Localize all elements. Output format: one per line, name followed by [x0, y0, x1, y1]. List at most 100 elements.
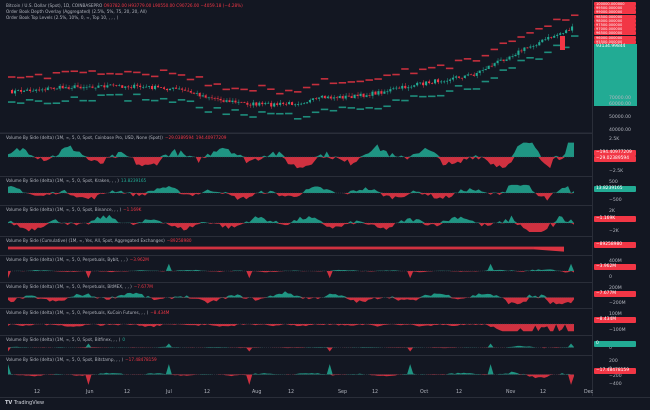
- pane-separator[interactable]: [0, 205, 592, 206]
- candle-body: [422, 82, 425, 86]
- candle-body: [317, 97, 320, 99]
- pane-ytick: 0: [609, 275, 612, 280]
- candle-body: [347, 95, 350, 97]
- depth-ask: [508, 40, 516, 43]
- depth-bid: [347, 107, 356, 109]
- pane-separator[interactable]: [0, 308, 592, 309]
- candle-body: [377, 91, 380, 95]
- depth-bid: [177, 99, 186, 101]
- candle-body: [442, 81, 446, 83]
- candle-body: [505, 59, 508, 61]
- candle-body: [460, 77, 463, 79]
- depth-ask: [472, 60, 481, 62]
- time-tick: Oct: [420, 390, 429, 395]
- depth-ask: [329, 82, 338, 85]
- pane-separator[interactable]: [0, 282, 592, 283]
- depth-ask: [97, 73, 105, 75]
- candle-body: [433, 79, 437, 84]
- depth-bid: [150, 99, 159, 102]
- pane-title: Volume By Side (delta) (1M, ∞, 5, 0, Spo…: [6, 207, 122, 212]
- symbol-title[interactable]: Bitcoin / U.S. Dollar (Spot), 1D, COINBA…: [6, 3, 103, 8]
- pane-legend-4[interactable]: Volume By Side (Cumulative) (1M, ∞, Yes,…: [6, 238, 192, 243]
- candle-body: [311, 98, 314, 100]
- pane-title: Volume By Side (delta) (1M, ∞, 5, 0, Per…: [6, 310, 149, 315]
- candle-body: [556, 34, 559, 36]
- pane-legend-7[interactable]: Volume By Side (delta) (1M, ∞, 5, 0, Per…: [6, 310, 169, 315]
- candle-body: [493, 63, 496, 66]
- pane-separator[interactable]: [0, 355, 592, 356]
- candle-body: [180, 88, 183, 90]
- pane-legend-1[interactable]: Volume By Side (delta) (1M, ∞, 5, 0, Spo…: [6, 135, 226, 140]
- pane-separator[interactable]: [0, 176, 592, 177]
- depth-bid: [401, 99, 409, 102]
- depth-bid: [8, 101, 16, 103]
- depth-bid: [195, 106, 204, 109]
- candle-body: [186, 90, 189, 92]
- depth-ask: [436, 64, 445, 67]
- pane-legend-5[interactable]: Volume By Side (delta) (1M, ∞, 5, 0, Per…: [6, 257, 149, 262]
- pane-separator[interactable]: [0, 255, 592, 256]
- candle-body: [523, 47, 526, 51]
- candle-body: [511, 56, 514, 57]
- depth-ask: [16, 76, 25, 79]
- depth-ask: [428, 66, 436, 69]
- candle-body: [544, 39, 547, 41]
- depth-ask: [195, 76, 204, 78]
- depth-bid: [302, 115, 311, 118]
- candle-body: [407, 87, 410, 89]
- time-tick: 12: [34, 390, 41, 395]
- depth-ask: [285, 89, 293, 92]
- candle-body: [64, 87, 67, 89]
- candle-body: [547, 37, 550, 40]
- pane-value: −8.434M: [150, 310, 170, 315]
- pane-ytick: 100M: [609, 312, 622, 317]
- depth-ask: [70, 70, 79, 73]
- candle-body: [568, 30, 571, 31]
- candle-body: [383, 91, 386, 94]
- candle-body: [261, 102, 264, 105]
- depth-bid: [168, 101, 177, 103]
- pane-title: Volume By Side (delta) (1M, ∞, 5, 0, Spo…: [6, 135, 163, 140]
- candle-body: [517, 50, 520, 55]
- last-candle: [560, 36, 565, 50]
- candle-body: [291, 102, 294, 105]
- pane-value: −29.0389594: [164, 135, 194, 140]
- cum-tail: [534, 246, 564, 252]
- candle-body: [401, 85, 404, 89]
- candle-body: [404, 85, 407, 89]
- depth-ask: [142, 73, 150, 76]
- pane-value-tag: −7.677M: [594, 291, 636, 297]
- depth-bid: [231, 109, 239, 111]
- candle-body: [73, 85, 76, 89]
- candle-body: [472, 74, 475, 76]
- pane-legend-9[interactable]: Volume By Side (delta) (1M, ∞, 5, 0, Spo…: [6, 357, 157, 362]
- overlay-depth-label[interactable]: Order Book Depth Overlay (Aggregated) (2…: [6, 9, 147, 14]
- candle-body: [550, 37, 553, 38]
- pane-legend-2[interactable]: Volume By Side (delta) (1M, ∞, 5, 0, Spo…: [6, 178, 146, 183]
- time-tick: 12: [372, 390, 379, 395]
- candle-body: [332, 97, 335, 99]
- pane-legend-6[interactable]: Volume By Side (delta) (1M, ∞, 5, 0, Per…: [6, 284, 153, 289]
- candle-body: [508, 56, 511, 60]
- depth-bid: [61, 100, 70, 102]
- delta-positive: [8, 214, 574, 223]
- depth-bid: [562, 46, 570, 49]
- pane-legend-8[interactable]: Volume By Side (delta) (1M, ∞, 5, 0, Spo…: [6, 337, 125, 342]
- candle-body: [293, 104, 297, 106]
- tradingview-logo[interactable]: TV TradingView: [5, 400, 44, 406]
- pane-separator[interactable]: [0, 236, 592, 237]
- pane-separator[interactable]: [0, 133, 592, 134]
- depth-ask: [454, 59, 463, 62]
- candle-body: [541, 39, 544, 43]
- delta-negative: [8, 157, 574, 169]
- depth-bid: [240, 114, 248, 116]
- pane-legend-3[interactable]: Volume By Side (delta) (1M, ∞, 5, 0, Spo…: [6, 207, 141, 212]
- time-tick: Sep: [338, 390, 348, 395]
- candle-body: [553, 35, 556, 38]
- candle-body: [445, 80, 448, 82]
- candle-body: [469, 74, 472, 76]
- overlay-toplevels-label[interactable]: Order Book Top Levels (2.5%, 10%, 0, ∞, …: [6, 15, 119, 20]
- pane-separator[interactable]: [0, 335, 592, 336]
- candle-body: [356, 94, 359, 97]
